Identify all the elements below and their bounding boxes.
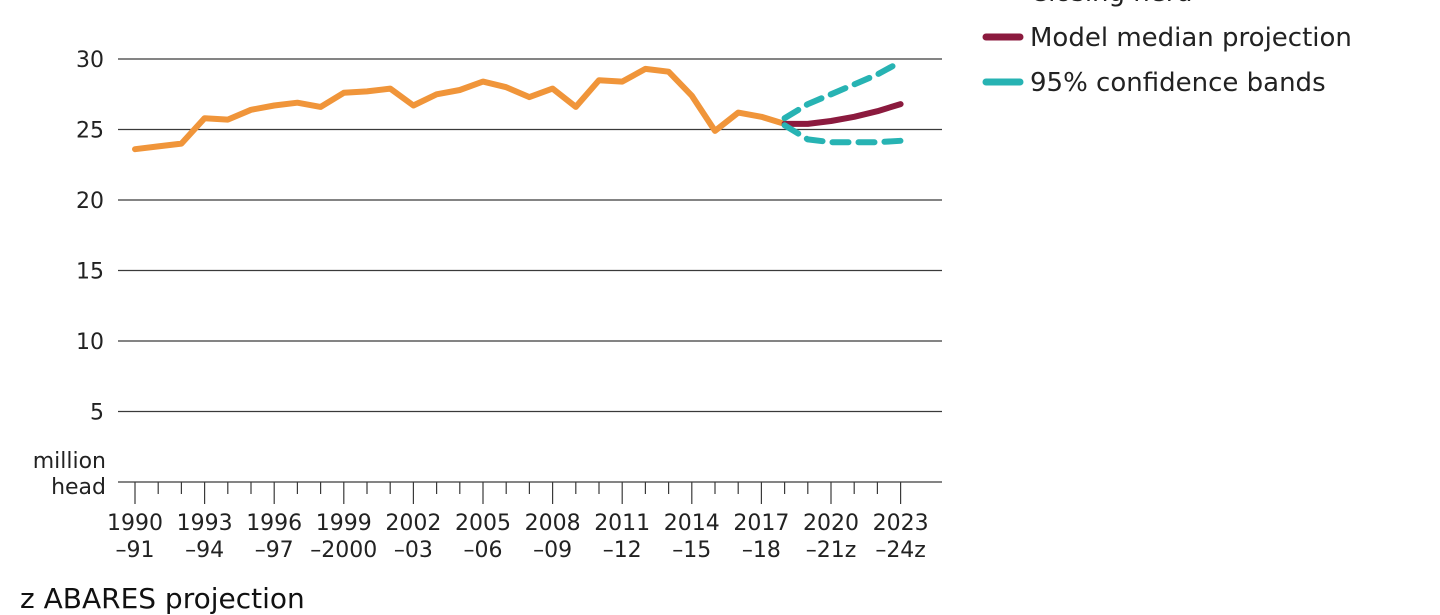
y-axis-unit-line1: million — [33, 449, 106, 474]
chart: 5101520253035 million head 1990–911993–9… — [33, 0, 1352, 563]
x-tick-sublabel-2011: –12 — [603, 538, 642, 563]
y-tick-label-10: 10 — [76, 330, 104, 355]
y-tick-label-15: 15 — [76, 260, 104, 285]
x-tick-sublabel-1993: –94 — [185, 538, 224, 563]
gridlines — [118, 58, 942, 413]
x-tick-label-2023: 2023 — [873, 511, 929, 536]
x-tick-sublabel-2005: –06 — [464, 538, 503, 563]
x-tick-sublabel-1999: –2000 — [310, 538, 377, 563]
x-tick-label-2008: 2008 — [525, 511, 581, 536]
legend-label-1: Model median projection — [1030, 23, 1352, 53]
series-line-0 — [132, 65, 788, 153]
legend-label-0: Closing herd — [1030, 0, 1193, 8]
y-tick-label-5: 5 — [90, 401, 104, 426]
x-tick-sublabel-2002: –03 — [394, 538, 433, 563]
x-axis: 1990–91 1993–94 1996–97 1999–2000 2002–03 200… — [107, 481, 942, 563]
x-tick-sublabel-2017: –18 — [742, 538, 781, 563]
y-tick-label-20: 20 — [76, 189, 104, 214]
x-tick-label-1999: 1999 — [316, 511, 372, 536]
x-tick-sublabel-2023: –24z — [875, 538, 926, 563]
y-tick-label-25: 25 — [76, 119, 104, 144]
series-lines — [132, 58, 904, 153]
x-tick-label-2005: 2005 — [455, 511, 511, 536]
y-tick-label-30: 30 — [76, 48, 104, 73]
x-tick-sublabel-2008: –09 — [533, 538, 572, 563]
series-line-2 — [781, 58, 904, 122]
x-tick-label-2020: 2020 — [803, 511, 859, 536]
footnote: z ABARES projection — [20, 582, 305, 615]
x-tick-sublabel-2020: –21z — [806, 538, 857, 563]
legend: Closing herd Model median projection 95% c… — [982, 0, 1352, 98]
x-tick-label-2002: 2002 — [385, 511, 441, 536]
legend-label-2: 95% confidence bands — [1030, 68, 1326, 98]
x-tick-sublabel-1996: –97 — [255, 538, 294, 563]
series-line-1 — [781, 101, 904, 127]
x-tick-label-1993: 1993 — [177, 511, 233, 536]
x-tick-label-2017: 2017 — [733, 511, 789, 536]
x-tick-label-2011: 2011 — [594, 511, 650, 536]
x-tick-label-1996: 1996 — [246, 511, 302, 536]
y-tick-label-partial: 35 — [76, 0, 104, 3]
x-tick-label-2014: 2014 — [664, 511, 720, 536]
x-tick-sublabel-1990: –91 — [116, 538, 155, 563]
x-tick-label-1990: 1990 — [107, 511, 163, 536]
series-line-3 — [781, 122, 904, 146]
y-axis-tick-labels: 5 10 15 20 25 30 35 — [76, 0, 104, 426]
x-tick-sublabel-2014: –15 — [672, 538, 711, 563]
y-axis-unit-line2: head — [51, 475, 106, 500]
